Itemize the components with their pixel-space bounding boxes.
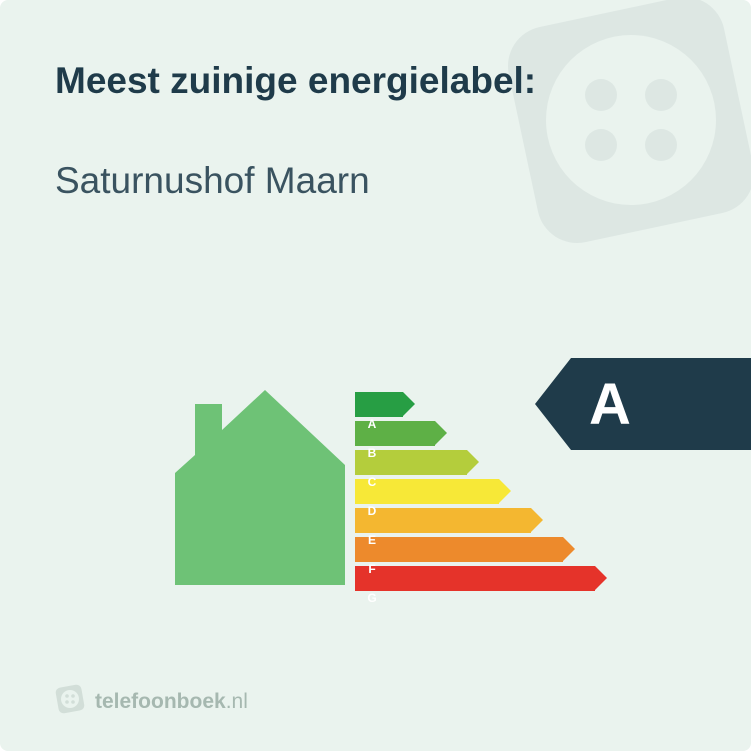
badge-arrow bbox=[535, 358, 571, 450]
footer: telefoonboek.nl bbox=[55, 684, 248, 719]
energy-label-card: Meest zuinige energielabel: Saturnushof … bbox=[0, 0, 751, 751]
energy-bar-c: C bbox=[355, 450, 595, 475]
selected-rating-letter: A bbox=[589, 371, 631, 438]
bar-label: D bbox=[361, 504, 383, 518]
badge-body: A bbox=[571, 358, 751, 450]
bar-label: A bbox=[361, 417, 383, 431]
location-subtitle: Saturnushof Maarn bbox=[55, 160, 696, 202]
bar-label: B bbox=[361, 446, 383, 460]
energy-bar-e: E bbox=[355, 508, 595, 533]
bar-label: F bbox=[361, 562, 383, 576]
content-area: Meest zuinige energielabel: Saturnushof … bbox=[0, 0, 751, 202]
bar-label: G bbox=[361, 591, 383, 605]
footer-brand-suffix: .nl bbox=[226, 690, 248, 714]
footer-brand-name: telefoonboek bbox=[95, 690, 226, 714]
page-title: Meest zuinige energielabel: bbox=[55, 60, 696, 102]
footer-logo-icon bbox=[55, 684, 85, 719]
energy-bar-d: D bbox=[355, 479, 595, 504]
house-icon bbox=[170, 390, 350, 600]
bar-label: C bbox=[361, 475, 383, 489]
bar-label: E bbox=[361, 533, 383, 547]
energy-bar-f: F bbox=[355, 537, 595, 562]
footer-brand: telefoonboek.nl bbox=[95, 690, 248, 714]
energy-bar-g: G bbox=[355, 566, 595, 591]
selected-rating-badge: A bbox=[535, 358, 751, 450]
